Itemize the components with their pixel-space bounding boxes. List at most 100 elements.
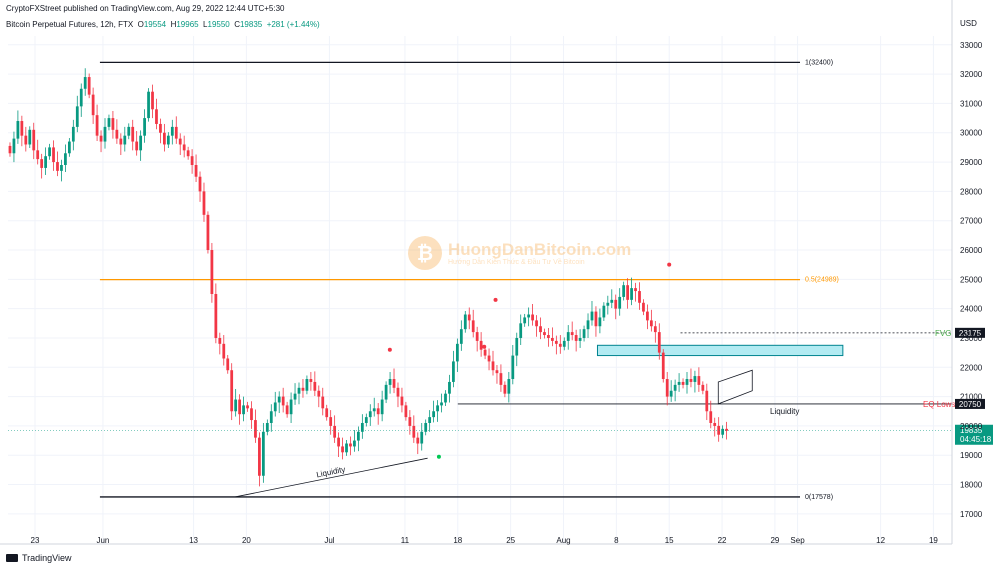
candle-body <box>515 337 519 356</box>
candle-body <box>16 121 20 139</box>
candle-body <box>281 396 285 406</box>
price-tick-label: 29000 <box>960 158 983 167</box>
publish-caption: CryptoFXStreet published on TradingView.… <box>6 4 285 13</box>
liquidity-trendline-label: Liquidity <box>316 465 347 480</box>
grid <box>8 36 952 544</box>
candle-body <box>198 176 202 192</box>
candle-body <box>234 399 238 412</box>
candle-body <box>12 138 16 154</box>
tradingview-brand: TradingView <box>22 553 72 563</box>
candle-body <box>610 299 614 303</box>
candle-body <box>186 150 190 157</box>
candle-body <box>531 314 534 321</box>
candle-body <box>424 422 428 432</box>
eq-lows-label: EQ Lows <box>923 400 955 409</box>
candle-body <box>107 118 111 127</box>
candle-body <box>131 126 135 142</box>
swing-high-marker <box>387 347 392 352</box>
candle-body <box>495 370 499 374</box>
candle-body <box>558 343 562 347</box>
time-tick-label: 15 <box>665 536 674 545</box>
candle-body <box>99 135 103 142</box>
candle-body <box>67 141 71 154</box>
high-label: H <box>170 20 177 29</box>
candle-body <box>661 352 665 380</box>
candle-body <box>147 91 150 119</box>
candle-body <box>242 405 245 415</box>
time-tick-label: Jul <box>324 536 334 545</box>
candle-body <box>408 417 412 426</box>
zones: FVG 23175 EQ Lows 20750 Liquidity Liquidity <box>234 327 985 498</box>
candle-body <box>238 399 241 415</box>
candle-body <box>194 164 198 177</box>
candle-body <box>151 91 154 110</box>
candle-body <box>337 437 340 447</box>
candle-body <box>721 428 725 435</box>
candle-body <box>372 408 376 412</box>
candle-body <box>404 405 408 418</box>
last-price-tag <box>955 424 993 445</box>
time-tick-label: 12 <box>876 536 885 545</box>
price-tick-label: 28000 <box>960 187 983 196</box>
time-tick-label: 25 <box>506 536 515 545</box>
candle-body <box>75 106 79 127</box>
candle-body <box>543 332 546 336</box>
candle-body <box>630 288 633 300</box>
candle-body <box>285 405 289 415</box>
candle-body <box>440 402 443 406</box>
candle-body <box>725 428 728 431</box>
candle-body <box>159 123 162 133</box>
candle-body <box>638 291 641 303</box>
candle-body <box>693 376 697 382</box>
demand-zone <box>596 344 844 357</box>
candle-body <box>24 135 28 145</box>
candle-body <box>139 135 143 151</box>
candle-body <box>380 399 384 415</box>
candle-body <box>44 156 47 168</box>
candle-body <box>376 408 380 415</box>
price-tick-label: 19000 <box>960 451 983 460</box>
liquidity-level-label: Liquidity <box>770 407 799 416</box>
candle-body <box>416 437 420 444</box>
candle-body <box>135 141 139 151</box>
bar-countdown-label: 04:45:18 <box>960 435 992 444</box>
candle-body <box>218 337 222 344</box>
candle-body <box>562 340 566 347</box>
flag-channel <box>717 369 753 405</box>
candle-body <box>246 405 249 409</box>
candle-body <box>412 425 416 438</box>
price-tick-label: 21000 <box>960 393 983 402</box>
candle-body <box>507 379 511 394</box>
candle-body <box>48 147 51 157</box>
candle-body <box>265 422 269 432</box>
tradingview-logo[interactable]: TradingView <box>6 553 72 563</box>
time-tick-label: Sep <box>790 536 805 545</box>
time-tick-label: 29 <box>770 536 779 545</box>
candle-body <box>717 425 721 435</box>
candle-body <box>479 340 483 350</box>
eq-lows-price-tag-label: 20750 <box>959 400 982 409</box>
candle-body <box>222 343 226 359</box>
candle-body <box>463 314 467 330</box>
price-tick-label: 27000 <box>960 217 983 226</box>
candle-body <box>214 293 218 338</box>
symbol-name: Bitcoin Perpetual Futures, 12h, FTX <box>6 20 134 29</box>
candle-body <box>467 314 471 321</box>
candle-body <box>570 332 574 336</box>
candle-body <box>28 129 32 145</box>
candle-body <box>642 302 645 312</box>
price-tick-label: 25000 <box>960 275 983 284</box>
candle-body <box>155 109 158 124</box>
candle-body <box>83 77 87 89</box>
close-value: 19835 <box>239 20 263 29</box>
price-tick-label: 22000 <box>960 363 983 372</box>
price-tick-label: 26000 <box>960 246 983 255</box>
candle-body <box>301 387 305 391</box>
candle-body <box>273 402 277 412</box>
candle-body <box>349 443 352 447</box>
candle-body <box>261 431 265 476</box>
liquidity-trendline <box>234 457 428 498</box>
price-tick-label: 33000 <box>960 41 983 50</box>
low-label: L <box>203 20 208 29</box>
